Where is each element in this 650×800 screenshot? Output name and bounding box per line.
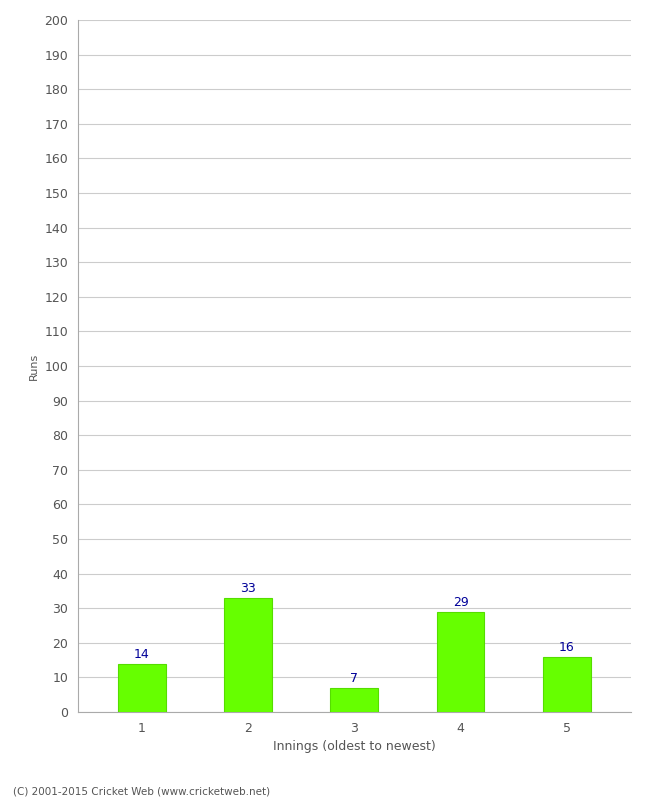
Text: 33: 33 — [240, 582, 256, 595]
Y-axis label: Runs: Runs — [29, 352, 39, 380]
Bar — [437, 612, 484, 712]
Bar — [118, 663, 166, 712]
Text: 16: 16 — [559, 641, 575, 654]
Text: 7: 7 — [350, 672, 358, 685]
Text: 29: 29 — [452, 596, 469, 609]
X-axis label: Innings (oldest to newest): Innings (oldest to newest) — [273, 740, 436, 754]
Bar — [224, 598, 272, 712]
Text: (C) 2001-2015 Cricket Web (www.cricketweb.net): (C) 2001-2015 Cricket Web (www.cricketwe… — [13, 786, 270, 796]
Bar — [543, 657, 591, 712]
Bar — [330, 688, 378, 712]
Text: 14: 14 — [134, 648, 150, 661]
